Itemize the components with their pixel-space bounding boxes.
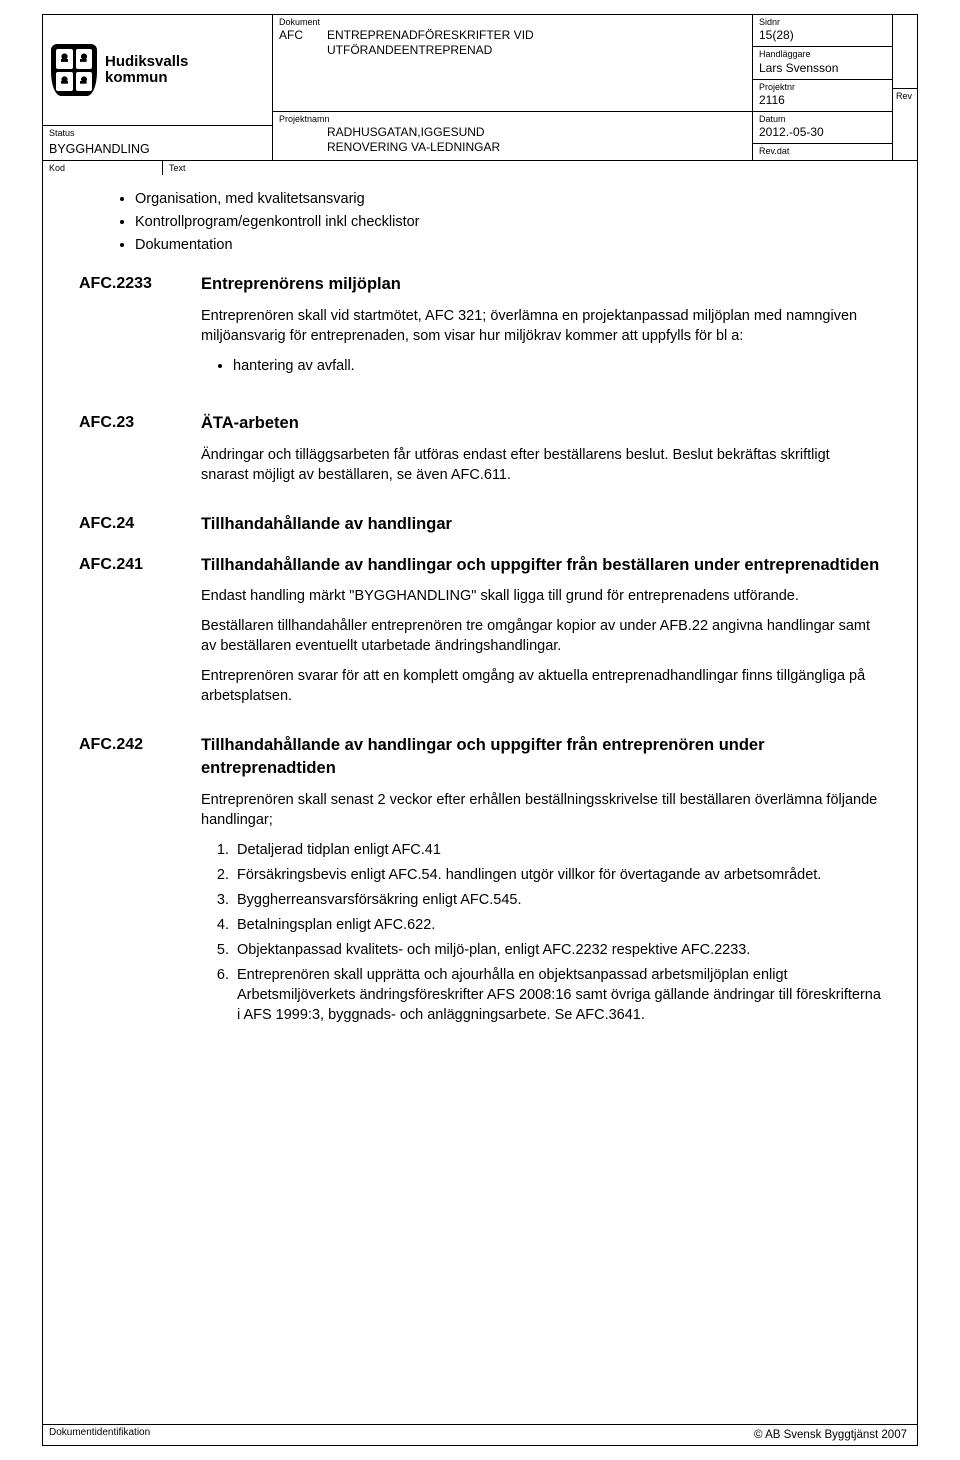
datum-label: Datum <box>759 114 886 125</box>
document-footer: Dokumentidentifikation © AB Svensk Byggt… <box>43 1424 917 1445</box>
paragraph: Endast handling märkt "BYGGHANDLING" ska… <box>201 586 881 606</box>
dokument-value: ENTREPRENADFÖRESKRIFTER VID UTFÖRANDEENT… <box>327 28 607 58</box>
list-item: Byggherreansvarsförsäkring enligt AFC.54… <box>233 890 881 910</box>
sidnr-value: 15(28) <box>759 28 886 43</box>
section-code: AFC.23 <box>79 412 191 435</box>
section-title: ÄTA-arbeten <box>201 412 881 435</box>
section-afc-242: AFC.242 Tillhandahållande av handlingar … <box>79 734 881 1033</box>
projektnamn-label: Projektnamn <box>279 114 746 125</box>
ordered-list: Detaljerad tidplan enligt AFC.41 Försäkr… <box>201 840 881 1025</box>
list-item: Objektanpassad kvalitets- och miljö-plan… <box>233 940 881 960</box>
section-title: Tillhandahållande av handlingar <box>201 513 881 536</box>
list-item: hantering av avfall. <box>233 356 881 376</box>
section-code: AFC.24 <box>79 513 191 536</box>
section-afc-24: AFC.24 Tillhandahållande av handlingar <box>79 513 881 536</box>
list-item: Dokumentation <box>135 235 881 255</box>
status-value: BYGGHANDLING <box>43 142 272 161</box>
list-item: Betalningsplan enligt AFC.622. <box>233 915 881 935</box>
list-item: Organisation, med kvalitetsansvarig <box>135 189 881 209</box>
section-title: Tillhandahållande av handlingar och uppg… <box>201 734 881 780</box>
footer-copyright: © AB Svensk Byggtjänst 2007 <box>480 1425 917 1445</box>
footer-left-label: Dokumentidentifikation <box>49 1427 474 1438</box>
list-item: Försäkringsbevis enligt AFC.54. handling… <box>233 865 881 885</box>
text-label: Text <box>163 161 917 175</box>
section-afc-23: AFC.23 ÄTA-arbeten Ändringar och tillägg… <box>79 412 881 495</box>
dokument-prefix: AFC <box>279 28 313 58</box>
revdat-label: Rev.dat <box>759 146 886 157</box>
paragraph: Entreprenören skall senast 2 veckor efte… <box>201 790 881 830</box>
sidnr-label: Sidnr <box>759 17 886 28</box>
kod-label: Kod <box>43 161 163 175</box>
handlaggare-label: Handläggare <box>759 49 886 60</box>
logo-line2: kommun <box>105 70 188 86</box>
rev-label: Rev <box>893 88 917 161</box>
org-logo: Hudiksvalls kommun <box>43 15 272 126</box>
section-code: AFC.241 <box>79 554 191 577</box>
projektnamn-2: RENOVERING VA-LEDNINGAR <box>327 140 746 155</box>
projektnr-value: 2116 <box>759 93 886 108</box>
document-body: Organisation, med kvalitetsansvarig Kont… <box>43 175 917 1424</box>
intro-bullet-list: Organisation, med kvalitetsansvarig Kont… <box>79 189 881 255</box>
list-item: Kontrollprogram/egenkontroll inkl checkl… <box>135 212 881 232</box>
section-afc-241: AFC.241 Tillhandahållande av handlingar … <box>79 554 881 717</box>
projektnamn-1: RADHUSGATAN,IGGESUND <box>327 125 746 140</box>
dokument-label: Dokument <box>279 17 746 28</box>
datum-value: 2012.-05-30 <box>759 125 886 140</box>
section-title: Entreprenörens miljöplan <box>201 273 881 296</box>
kod-text-row: Kod Text <box>43 161 917 175</box>
section-title: Tillhandahållande av handlingar och uppg… <box>201 554 881 577</box>
section-afc-2233: AFC.2233 Entreprenörens miljöplan Entrep… <box>79 273 881 384</box>
shield-icon <box>51 44 97 96</box>
projektnr-label: Projektnr <box>759 82 886 93</box>
logo-line1: Hudiksvalls <box>105 54 188 70</box>
status-label: Status <box>43 126 103 141</box>
section-code: AFC.2233 <box>79 273 191 296</box>
handlaggare-value: Lars Svensson <box>759 61 886 76</box>
list-item: Entreprenören skall upprätta och ajourhå… <box>233 965 881 1025</box>
section-code: AFC.242 <box>79 734 191 780</box>
paragraph: Ändringar och tilläggsarbeten får utföra… <box>201 445 881 485</box>
paragraph: Entreprenören skall vid startmötet, AFC … <box>201 306 881 346</box>
document-header: Hudiksvalls kommun Status BYGGHANDLING D… <box>43 15 917 161</box>
paragraph: Entreprenören svarar för att en komplett… <box>201 666 881 706</box>
list-item: Detaljerad tidplan enligt AFC.41 <box>233 840 881 860</box>
paragraph: Beställaren tillhandahåller entreprenöre… <box>201 616 881 656</box>
